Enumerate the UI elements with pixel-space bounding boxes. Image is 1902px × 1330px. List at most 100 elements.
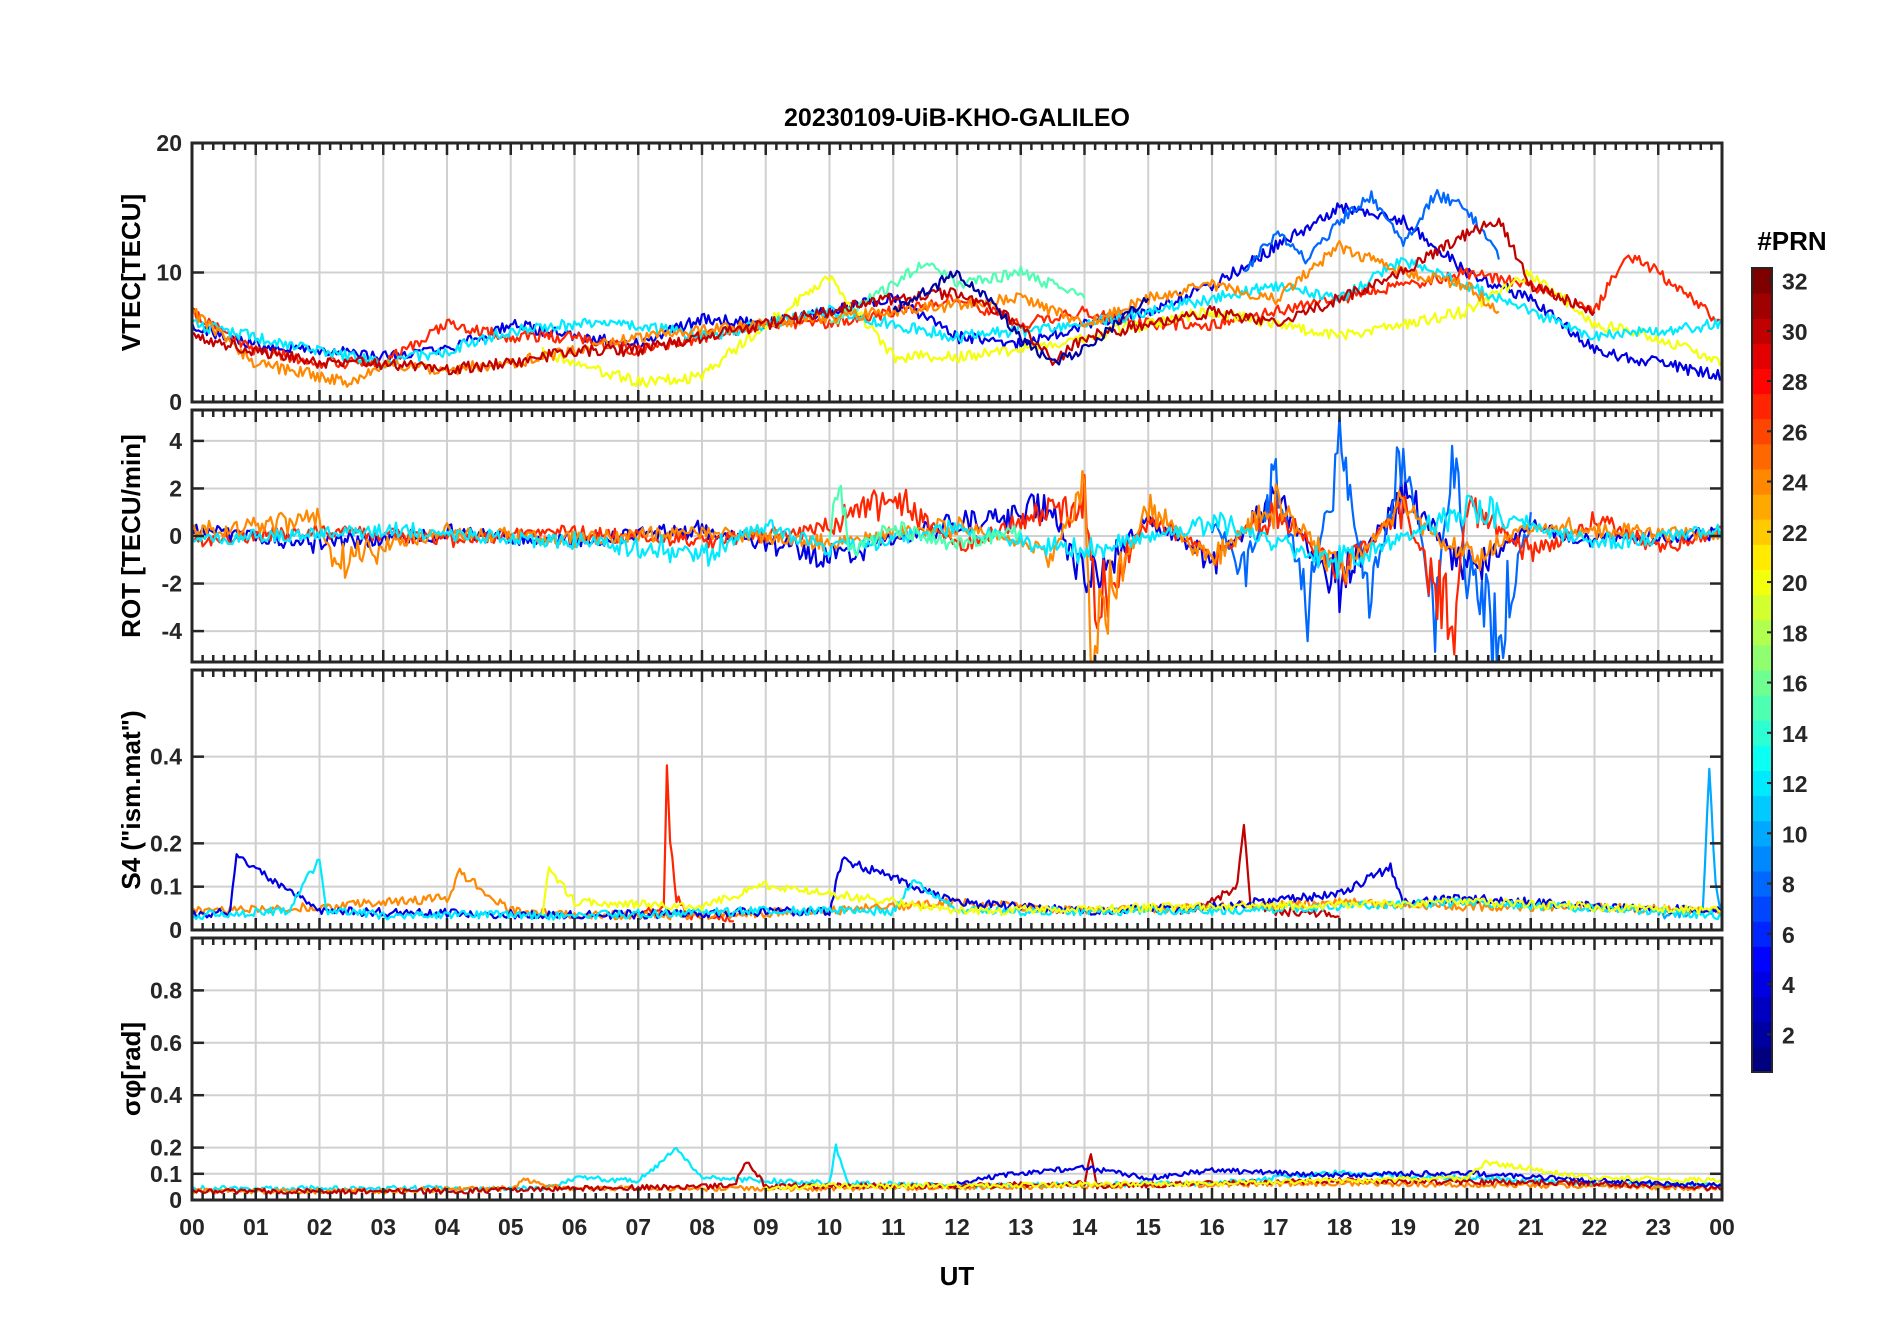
colorbar-tick-label: 28 (1782, 369, 1808, 395)
x-tick-label: 15 (1135, 1214, 1161, 1240)
colorbar-segment (1752, 695, 1772, 721)
x-tick-labels: 00 01 02 03 04 05 06 07 08 09 10 11 12 13 14 15 16 17 18 19… (179, 1214, 1735, 1240)
colorbar-segment (1752, 619, 1772, 646)
colorbar-tick-label: 2 (1782, 1022, 1795, 1048)
series-group (192, 764, 1722, 923)
x-tick-label: 23 (1645, 1214, 1671, 1240)
x-tick-label: 12 (944, 1214, 970, 1240)
colorbar-tick-label: 30 (1782, 319, 1808, 345)
y-tick-label: 0 (169, 917, 182, 943)
y-tick-label: 0.2 (150, 1135, 182, 1161)
colorbar-tick-label: 10 (1782, 821, 1808, 847)
series-line-prn-15 (828, 484, 1022, 557)
series-group (192, 189, 1722, 388)
y-tick-label: 0 (169, 1187, 182, 1213)
x-tick-label: 03 (370, 1214, 396, 1240)
series-line-prn-30 (192, 217, 1596, 376)
y-axis-label: ROT [TECU/min] (116, 434, 146, 638)
y-tick-label: 10 (156, 260, 182, 286)
colorbar-segment (1752, 644, 1772, 671)
series-line-prn-2 (892, 269, 1150, 366)
colorbar-segment (1752, 343, 1772, 369)
x-tick-label: 22 (1582, 1214, 1608, 1240)
x-tick-label: 01 (243, 1214, 269, 1240)
panel-frame (190, 668, 1724, 932)
panel-frame (190, 141, 1724, 404)
colorbar-segment (1752, 268, 1772, 294)
colorbar-segment (1752, 820, 1772, 847)
colorbar-tick-label: 24 (1782, 470, 1808, 496)
colorbar-segment (1752, 393, 1772, 420)
panel-sigma-phi: 00.10.2 0.4 0.6 0.8σφ[rad] (116, 936, 1724, 1213)
y-tick-label: 0.1 (150, 874, 182, 900)
colorbar-segment (1752, 368, 1772, 395)
y-tick-label: 0 (169, 389, 182, 415)
y-axis-label: S4 ("ism.mat") (116, 710, 146, 889)
panel-frame (190, 408, 1724, 664)
x-axis-label: UT (940, 1261, 975, 1291)
colorbar-segment (1752, 1021, 1772, 1048)
x-tick-label: 02 (307, 1214, 333, 1240)
panel-frame (190, 936, 1724, 1202)
y-tick-label: 0.1 (150, 1161, 182, 1187)
x-tick-label: 14 (1072, 1214, 1098, 1240)
colorbar-tick-label: 6 (1782, 922, 1795, 948)
y-tick-label: 4 (169, 428, 182, 454)
colorbar-segment (1752, 871, 1772, 897)
x-tick-label: 08 (689, 1214, 715, 1240)
series-line-prn-4 (956, 1164, 1722, 1188)
chart-title: 20230109-UiB-KHO-GALILEO (784, 104, 1130, 132)
x-tick-label: 05 (498, 1214, 524, 1240)
colorbar-segment (1752, 896, 1772, 922)
x-tick-label: 06 (562, 1214, 588, 1240)
colorbar-segment (1752, 670, 1772, 696)
colorbar-segment (1752, 971, 1772, 998)
x-tick-label: 13 (1008, 1214, 1034, 1240)
x-tick-label: 10 (817, 1214, 843, 1240)
colorbar-segment (1752, 443, 1772, 470)
colorbar-frame (1751, 267, 1773, 1073)
colorbar-segment (1752, 469, 1772, 495)
colorbar-segment (1752, 720, 1772, 746)
colorbar-tick-label: 14 (1782, 721, 1808, 747)
colorbar-tick-label: 16 (1782, 671, 1808, 697)
colorbar-segment (1752, 946, 1772, 972)
colorbar-segment (1752, 594, 1772, 621)
y-tick-label: -4 (162, 618, 183, 644)
colorbar-segment (1752, 544, 1772, 570)
colorbar-segment (1752, 519, 1772, 545)
colorbar-segment (1752, 1046, 1772, 1073)
colorbar-segment (1752, 770, 1772, 797)
colorbar-segment (1752, 795, 1772, 822)
series-line-prn-24 (192, 470, 1722, 662)
series-group (192, 1143, 1722, 1195)
x-tick-label: 07 (625, 1214, 651, 1240)
y-axis-label: VTEC[TECU] (116, 194, 146, 351)
y-tick-label: 0 (169, 523, 182, 549)
y-tick-label: 0.4 (150, 1082, 182, 1108)
x-tick-label: 17 (1263, 1214, 1289, 1240)
x-tick-label: 11 (881, 1214, 906, 1240)
y-tick-label: 0.6 (150, 1030, 182, 1056)
colorbar-segment (1752, 845, 1772, 872)
colorbar-tick-label: 8 (1782, 872, 1795, 898)
colorbar-label: #PRN (1757, 226, 1826, 256)
colorbar-segment (1752, 745, 1772, 771)
colorbar-segment (1752, 921, 1772, 947)
panel-s4: 0 0.1 0.2 0.4S4 ("ism.mat") (116, 668, 1724, 943)
y-tick-label: 2 (169, 475, 182, 501)
colorbar-segment (1752, 418, 1772, 445)
series-line-prn-8 (1243, 189, 1500, 273)
x-tick-label: 16 (1199, 1214, 1225, 1240)
x-tick-label: 20 (1454, 1214, 1480, 1240)
x-tick-label: 21 (1518, 1214, 1544, 1240)
colorbar-tick-label: 32 (1782, 269, 1808, 295)
colorbar-segment (1752, 569, 1772, 596)
series-line-prn-12 (192, 257, 1722, 369)
colorbar-tick-label: 4 (1782, 972, 1795, 998)
colorbar-tick-label: 20 (1782, 570, 1808, 596)
